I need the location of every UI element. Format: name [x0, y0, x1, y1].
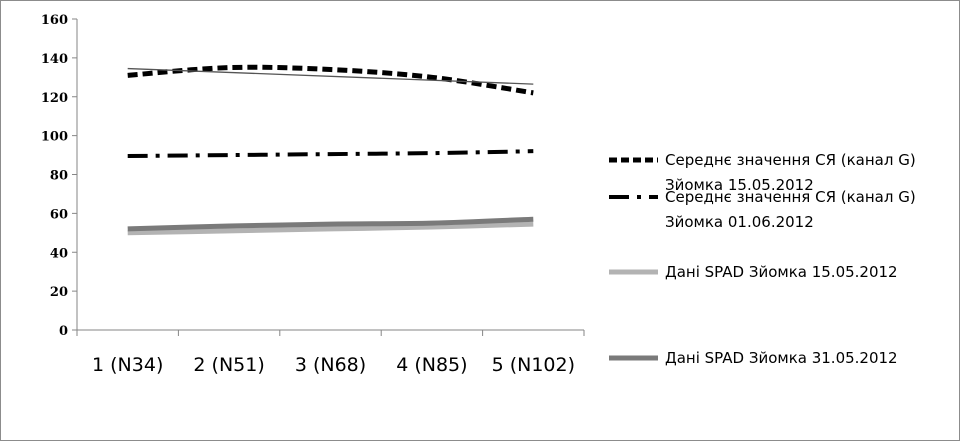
- y-tick-label: 80: [50, 169, 68, 184]
- legend-label: Зйомка 15.05.2012: [665, 176, 814, 194]
- y-tick-label: 0: [59, 324, 68, 339]
- trendline: [127, 67, 534, 85]
- y-tick-label: 140: [41, 52, 68, 67]
- series-line-3: [127, 221, 534, 236]
- legend-entry-2: Середнє значення СЯ (канал G) Зйомка 01.0…: [609, 188, 916, 231]
- legend-entry-4: Дані SPAD Зйомка 31.05.2012: [609, 349, 898, 367]
- legend: Середнє значення СЯ (канал G)Зйомка 15.0…: [609, 151, 916, 367]
- legend-label: Середнє значення СЯ (канал G): [665, 188, 916, 206]
- x-tick-label: 4 (N85): [396, 354, 467, 376]
- legend-entry-3: Дані SPAD Зйомка 15.05.2012: [609, 263, 898, 281]
- legend-label: Зйомка 01.06.2012: [665, 213, 814, 231]
- legend-label: Дані SPAD Зйомка 15.05.2012: [665, 263, 898, 281]
- series-lines: [127, 64, 534, 236]
- y-tick-label: 120: [41, 91, 68, 106]
- y-tick-label: 160: [41, 13, 68, 28]
- x-tick-label: 3 (N68): [295, 354, 366, 376]
- legend-entry-1: Середнє значення СЯ (канал G) Зйомка 15.0…: [609, 151, 916, 194]
- x-tick-label: 1 (N34): [92, 354, 163, 376]
- y-axis: 0 20 40 60 80 100 120 140 160: [41, 13, 78, 339]
- y-tick-label: 60: [50, 207, 68, 222]
- x-tick-label: 2 (N51): [193, 354, 264, 376]
- series-line-4: [127, 216, 534, 232]
- legend-label: Дані SPAD Зйомка 31.05.2012: [665, 349, 898, 367]
- y-tick-label: 40: [50, 246, 68, 261]
- legend-label: Середнє значення СЯ (канал G): [665, 151, 916, 169]
- y-tick-label: 100: [41, 130, 68, 145]
- series-line-2: [127, 149, 534, 159]
- x-axis: 1 (N34) 2 (N51) 3 (N68) 4 (N85) 5 (N102): [76, 329, 585, 376]
- y-tick-label: 20: [50, 285, 68, 300]
- x-tick-label: 5 (N102): [492, 354, 575, 376]
